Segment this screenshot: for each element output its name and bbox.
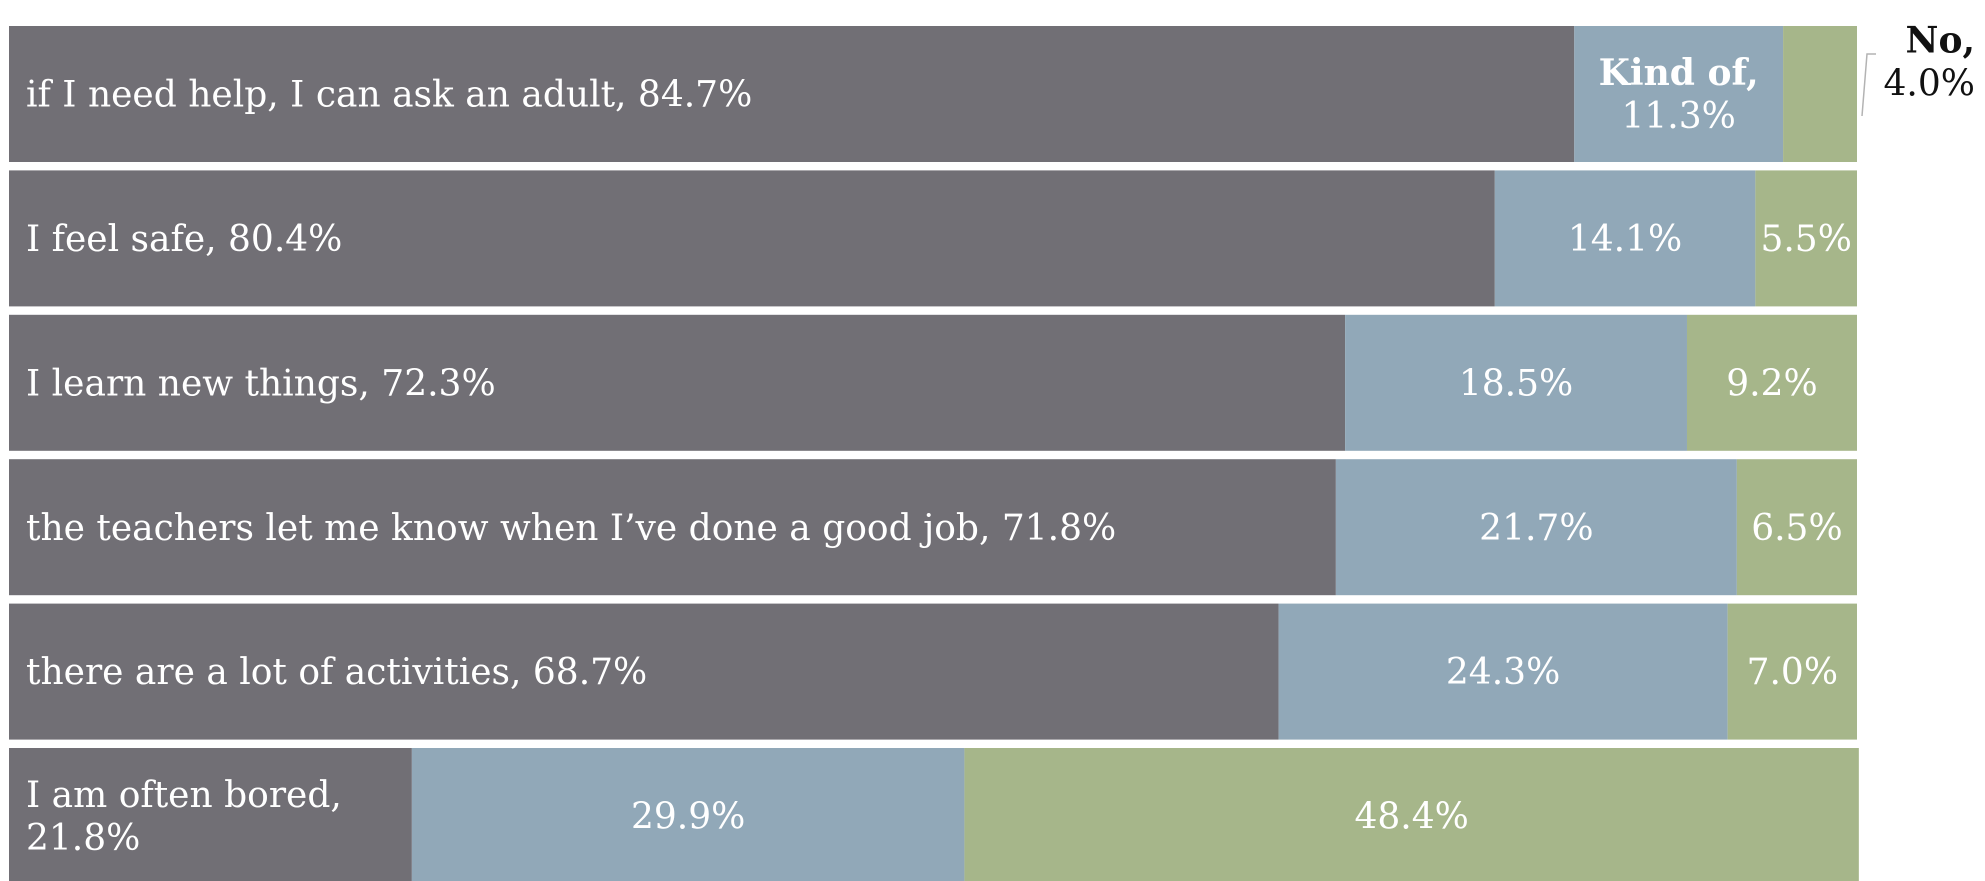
bar-segment-kind_of-6 bbox=[411, 748, 965, 881]
bar-segment-kind_of-1 bbox=[1574, 26, 1784, 162]
category-label-3: I learn new things, 72.3% bbox=[26, 363, 496, 404]
bar-segment-no-4 bbox=[1736, 459, 1857, 596]
bar-segment-kind_of-4 bbox=[1335, 459, 1737, 596]
bar-segment-yes-2 bbox=[9, 170, 1495, 307]
data-label-kind-of-6: 29.9% bbox=[631, 797, 745, 838]
bar-segment-yes-3 bbox=[9, 314, 1346, 451]
category-label-4: the teachers let me know when I’ve done … bbox=[26, 508, 1116, 549]
data-label-no-4: 6.5% bbox=[1751, 508, 1842, 549]
bar-segment-kind_of-5 bbox=[1278, 603, 1728, 740]
data-label-kind-of-3: 18.5% bbox=[1459, 363, 1573, 404]
bar-segment-no-5 bbox=[1727, 603, 1857, 740]
bar-segment-yes-1 bbox=[9, 26, 1575, 162]
category-label-6: I am often bored, 21.8% bbox=[26, 775, 342, 859]
bar-segment-no-2 bbox=[1755, 170, 1857, 307]
category-label-1: if I need help, I can ask an adult, 84.7… bbox=[26, 75, 752, 116]
data-label-no-1: No, 4.0% bbox=[1884, 20, 1975, 105]
bar-segment-yes-5 bbox=[9, 603, 1279, 740]
category-label-5: there are a lot of activities, 68.7% bbox=[26, 652, 647, 693]
data-label-kind-of-5: 24.3% bbox=[1446, 652, 1560, 693]
data-label-no-3: 9.2% bbox=[1726, 363, 1817, 404]
data-label-no-5: 7.0% bbox=[1747, 652, 1838, 693]
bar-segment-kind_of-2 bbox=[1494, 170, 1756, 307]
bar-segment-kind_of-3 bbox=[1345, 314, 1687, 451]
data-label-no-2: 5.5% bbox=[1760, 219, 1851, 260]
data-label-kind-of-2: 14.1% bbox=[1568, 219, 1682, 260]
data-label-no-6: 48.4% bbox=[1354, 797, 1468, 838]
bar-segment-no-6 bbox=[964, 748, 1859, 881]
data-label-kind-of-1: Kind of, 11.3% bbox=[1599, 52, 1759, 137]
bar-segment-no-3 bbox=[1686, 314, 1857, 451]
category-label-2: I feel safe, 80.4% bbox=[26, 219, 342, 260]
bar-segment-yes-6 bbox=[9, 748, 412, 881]
callout-leader-line bbox=[1861, 53, 1876, 117]
bar-segment-yes-4 bbox=[9, 459, 1336, 596]
bar-segment-no-1 bbox=[1783, 26, 1857, 162]
data-label-kind-of-4: 21.7% bbox=[1479, 508, 1593, 549]
